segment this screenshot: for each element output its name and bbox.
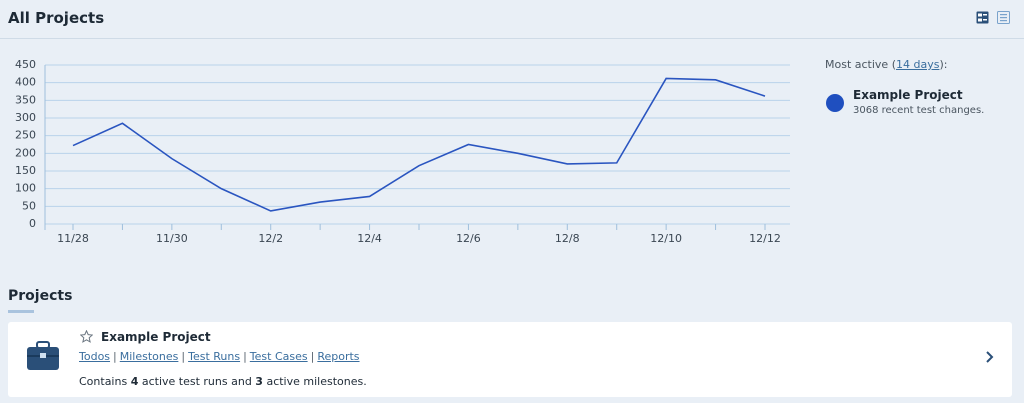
link-separator: | — [181, 350, 186, 363]
briefcase-icon — [27, 341, 59, 370]
x-tick-label: 12/10 — [650, 232, 682, 245]
y-tick-label: 150 — [15, 164, 36, 177]
project-link[interactable]: Test Cases — [249, 350, 308, 363]
view-switch — [976, 11, 1010, 24]
active-project: Example Project 3068 recent test changes… — [853, 88, 984, 116]
description-text: active test runs and — [138, 375, 256, 388]
y-tick-label: 400 — [15, 76, 36, 89]
compact-view-icon[interactable] — [976, 11, 989, 24]
x-tick-label: 12/12 — [749, 232, 781, 245]
active-project-changes: 3068 recent test changes. — [853, 105, 985, 116]
description-count: 4 — [130, 375, 139, 388]
most-active: Most active (14 days): — [825, 58, 1015, 71]
y-tick-label: 250 — [15, 129, 36, 142]
y-tick-label: 50 — [22, 199, 36, 212]
section-title: Projects — [8, 288, 73, 304]
data-line — [72, 77, 766, 212]
most-active-label: Most active ( — [825, 58, 896, 71]
section-underline — [8, 310, 34, 313]
project-link[interactable]: Reports — [317, 350, 360, 363]
description-text: active milestones. — [262, 375, 367, 388]
y-tick-label: 200 — [15, 146, 36, 159]
project-card: Example Project Todos | Milestones | Test Ru… — [8, 322, 1012, 397]
project-description: Contains 4 active test runs and 3 active… — [79, 375, 367, 388]
description-text: Contains — [79, 375, 131, 388]
most-active-label-end: ): — [939, 58, 948, 71]
y-tick-label: 100 — [15, 182, 36, 195]
project-name[interactable]: Example Project — [101, 330, 211, 344]
link-separator: | — [310, 350, 315, 363]
description-count: 3 — [255, 375, 263, 388]
project-links: Todos | Milestones | Test Runs | Test Cases | Re… — [79, 350, 360, 363]
project-link[interactable]: Todos — [79, 350, 111, 363]
link-separator: | — [243, 350, 247, 363]
x-tick-label: 11/30 — [156, 232, 188, 245]
link-separator: | — [113, 350, 117, 363]
project-dot — [826, 94, 844, 112]
x-tick-label: 11/28 — [57, 232, 89, 245]
x-tick-label: 12/2 — [258, 232, 283, 245]
header: All Projects — [0, 0, 1024, 39]
x-tick-label: 12/8 — [555, 232, 580, 245]
y-tick-label: 300 — [15, 111, 36, 124]
y-tick-label: 0 — [29, 217, 36, 230]
activity-chart: 0 50 100 150 200 250 300 350 400 450 11/28 11/30 12/… — [15, 58, 790, 245]
active-project-name[interactable]: Example Project — [853, 88, 963, 102]
y-tick-label: 450 — [15, 58, 36, 71]
page-title: All Projects — [8, 9, 105, 27]
period-link[interactable]: 14 days — [895, 58, 940, 71]
favorite-star[interactable] — [80, 330, 93, 343]
y-tick-label: 350 — [15, 93, 36, 106]
project-link[interactable]: Test Runs — [188, 350, 241, 363]
list-view-icon[interactable] — [997, 11, 1010, 24]
x-tick-label: 12/4 — [357, 232, 382, 245]
project-link[interactable]: Milestones — [119, 350, 179, 363]
open-chevron[interactable] — [985, 350, 995, 364]
x-tick-label: 12/6 — [456, 232, 481, 245]
